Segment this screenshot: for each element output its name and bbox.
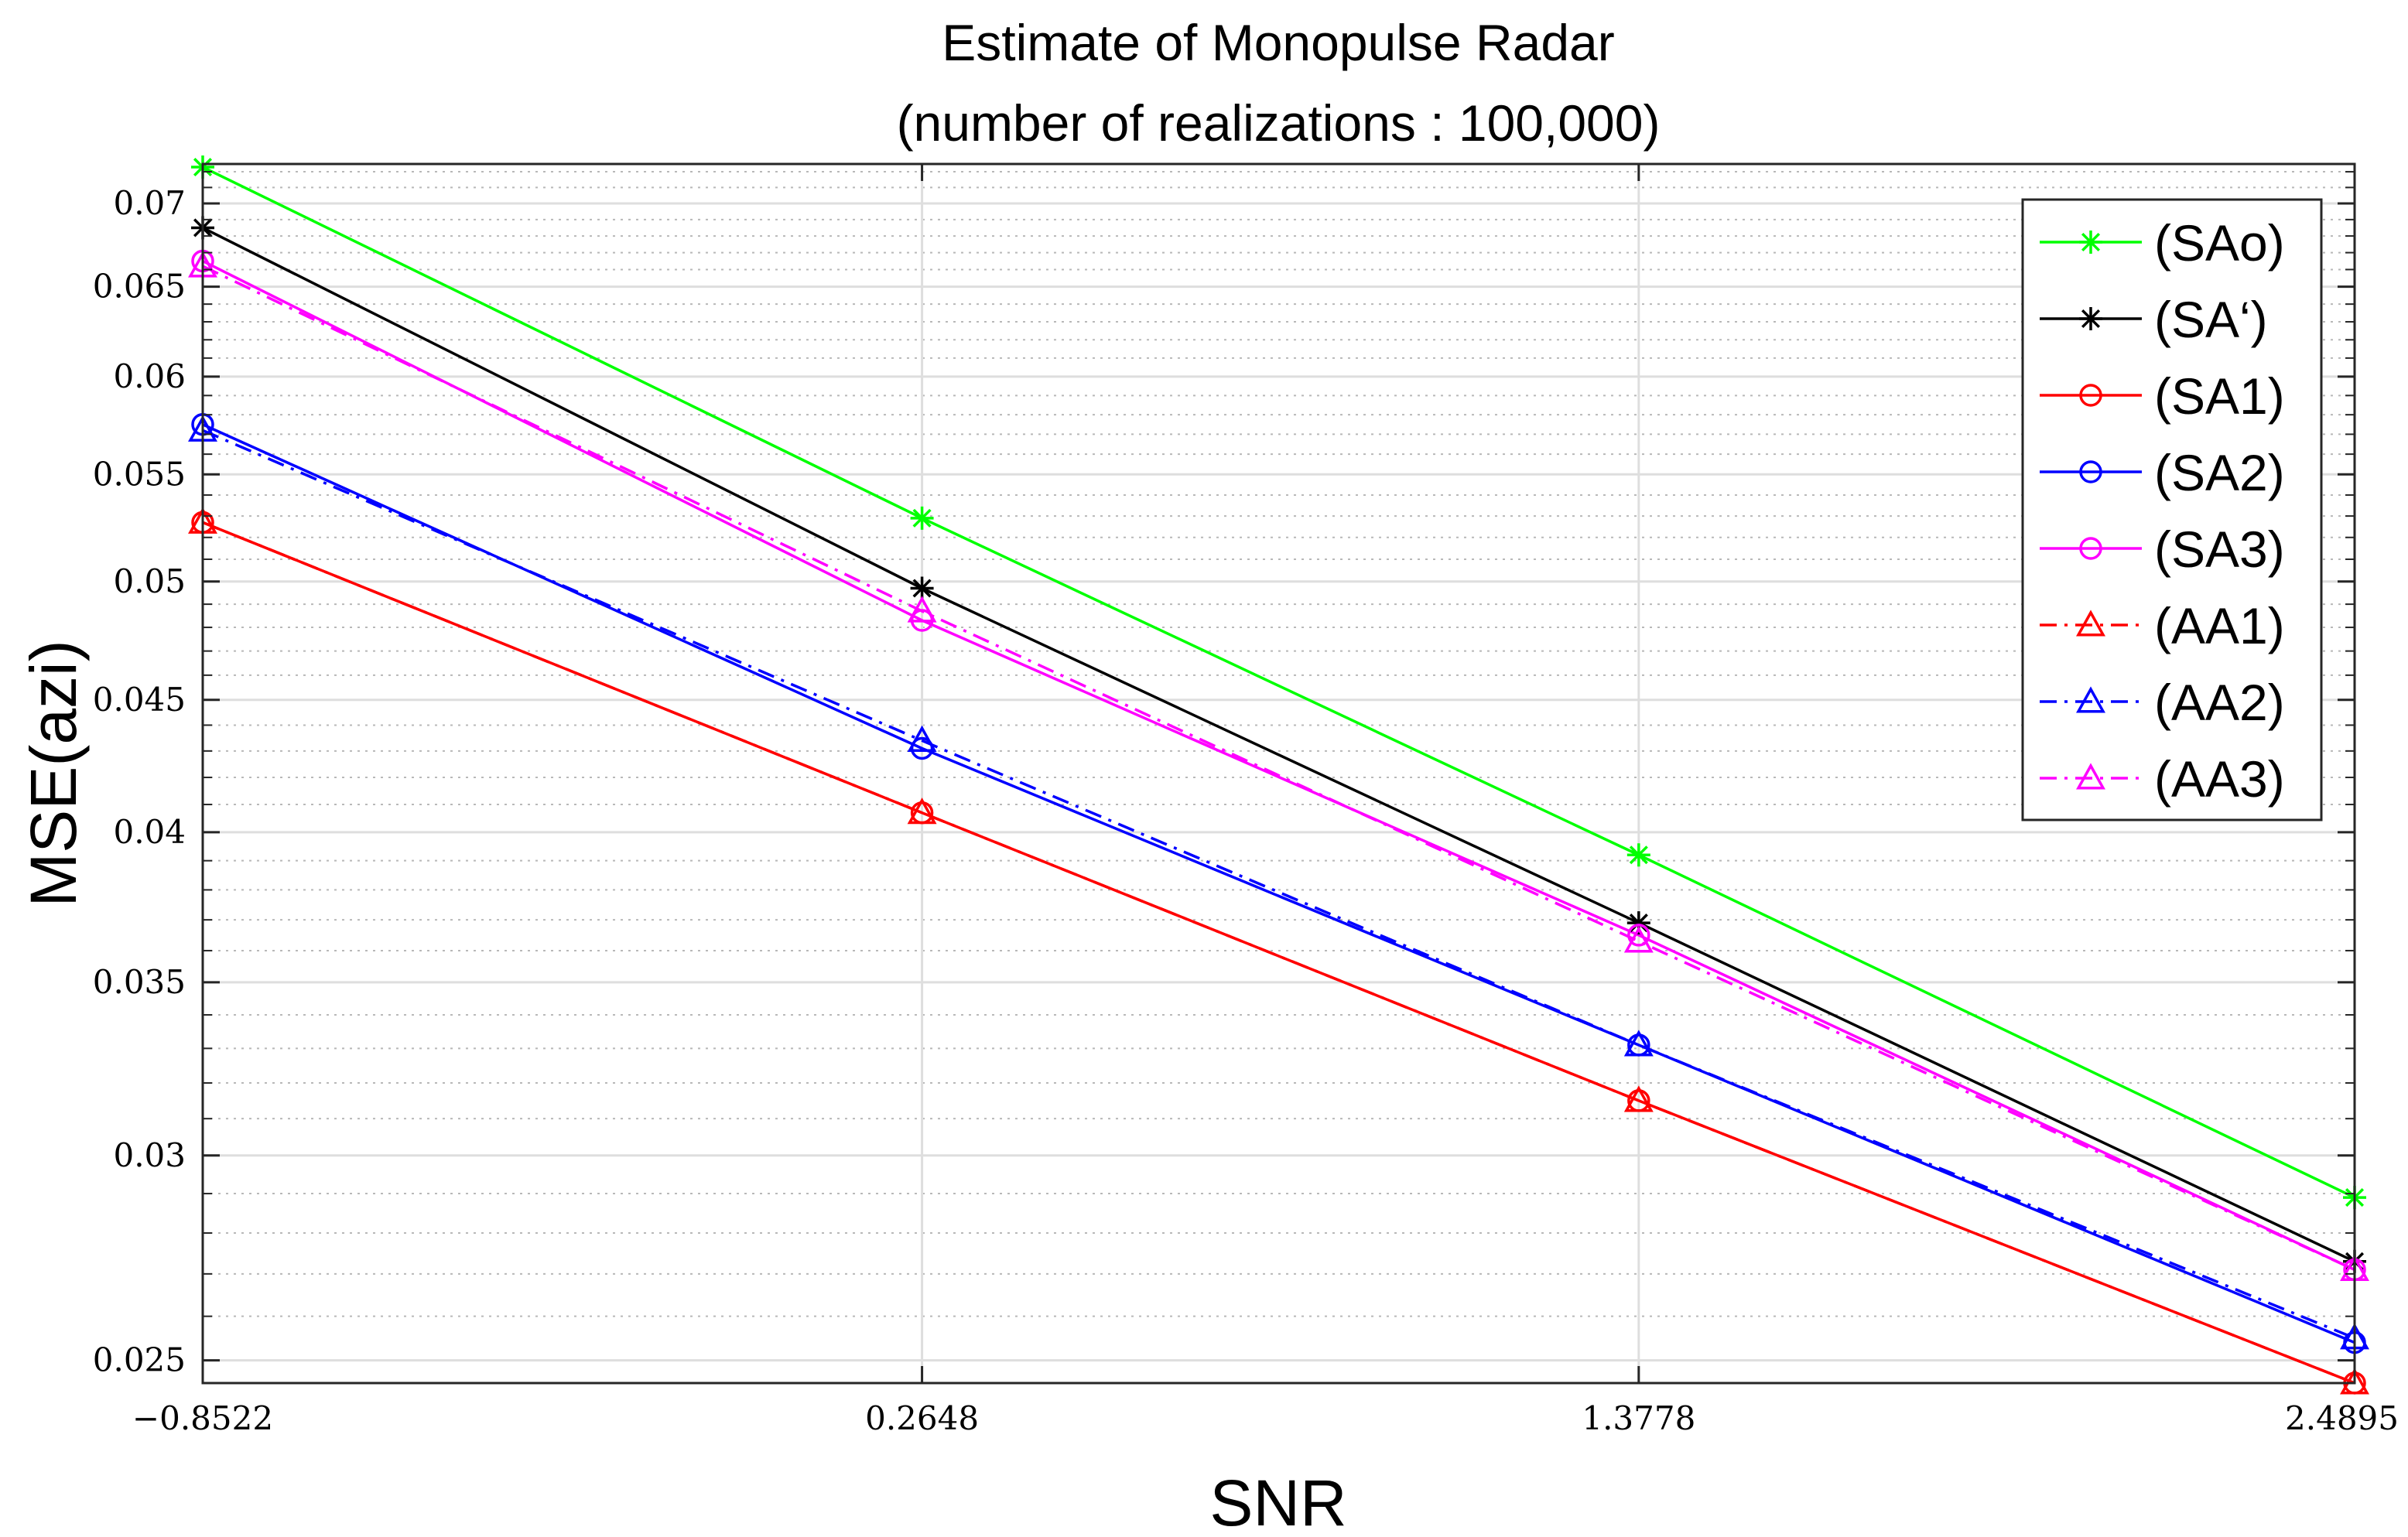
y-tick-label: 0.065 bbox=[93, 268, 186, 306]
x-axis-ticks: −0.8522 0.2648 1.3778 2.4895 bbox=[132, 164, 2399, 1437]
series-line-sa bbox=[202, 226, 2355, 1263]
data-point-sao bbox=[1626, 843, 1650, 867]
data-point-aa2 bbox=[907, 725, 937, 752]
data-point-aa1 bbox=[1623, 1085, 1654, 1112]
triangle-shape bbox=[2340, 1368, 2369, 1395]
data-point-aa3 bbox=[907, 596, 937, 623]
legend-marker-sa bbox=[2079, 307, 2102, 330]
legend-label-aa3: (AA3) bbox=[2154, 750, 2285, 808]
x-tick-label: 1.3778 bbox=[1582, 1399, 1695, 1437]
chart-title-line1: Estimate of Monopulse Radar bbox=[942, 14, 1614, 71]
legend-label-sa3: (SA3) bbox=[2154, 521, 2285, 578]
series-lines bbox=[202, 166, 2355, 1385]
y-tick-label: 0.025 bbox=[93, 1341, 186, 1379]
circle-shape bbox=[1627, 924, 1650, 947]
data-point-aa1 bbox=[2340, 1368, 2369, 1395]
legend: (SAo) (SA‘) (SA1) (SA2) (SA3) (AA1) (AA2) (AA3) bbox=[2021, 198, 2323, 821]
triangle-shape bbox=[1623, 926, 1654, 953]
data-point-aa3 bbox=[1623, 926, 1654, 953]
data-point-aa2 bbox=[1623, 1030, 1654, 1057]
legend-marker-aa2 bbox=[2076, 686, 2105, 713]
legend-label-aa2: (AA2) bbox=[2154, 674, 2285, 731]
triangle-shape bbox=[1623, 1085, 1654, 1112]
y-tick-label: 0.04 bbox=[113, 813, 186, 851]
star-stroke bbox=[1629, 914, 1648, 933]
y-tick-label: 0.05 bbox=[113, 562, 186, 600]
legend-marker-aa3 bbox=[2076, 763, 2105, 790]
legend-label-sao: (SAo) bbox=[2154, 214, 2285, 272]
series-line-aa2 bbox=[202, 429, 2355, 1340]
legend-box bbox=[2021, 198, 2323, 821]
triangle-shape bbox=[2076, 610, 2105, 637]
x-tick-label: 2.4895 bbox=[2285, 1399, 2399, 1437]
star-stroke bbox=[912, 508, 932, 528]
legend-marker-sa2 bbox=[2079, 460, 2102, 483]
star-stroke bbox=[2081, 309, 2101, 329]
legend-label-sa2: (SA2) bbox=[2154, 444, 2285, 501]
y-tick-label: 0.07 bbox=[113, 184, 186, 222]
circle-shape bbox=[2079, 460, 2102, 483]
y-tick-label: 0.045 bbox=[93, 681, 186, 719]
y-tick-label: 0.035 bbox=[93, 963, 186, 1001]
triangle-shape bbox=[907, 798, 937, 825]
circle-shape bbox=[2079, 384, 2102, 407]
minor-grid bbox=[203, 171, 2355, 1317]
legend-label-sa: (SA‘) bbox=[2154, 291, 2268, 348]
y-axis-ticks: 0.025 0.03 0.035 0.04 0.045 0.05 0.055 0.06 0.06… bbox=[93, 171, 2355, 1379]
triangle-shape bbox=[907, 725, 937, 752]
triangle-shape bbox=[2076, 763, 2105, 790]
circle-shape bbox=[2079, 537, 2102, 560]
y-tick-label: 0.03 bbox=[113, 1136, 186, 1174]
data-point-aa1 bbox=[907, 798, 937, 825]
data-point-sao bbox=[910, 506, 934, 530]
data-point-sa3 bbox=[1627, 924, 1650, 947]
legend-marker-sa1 bbox=[2079, 384, 2102, 407]
series-line-aa3 bbox=[202, 265, 2355, 1272]
plot-area bbox=[203, 164, 2355, 1383]
x-tick-label: −0.8522 bbox=[132, 1399, 273, 1437]
triangle-shape bbox=[2076, 686, 2105, 713]
legend-label-aa1: (AA1) bbox=[2154, 597, 2285, 654]
star-stroke bbox=[2081, 232, 2101, 252]
series-line-sa3 bbox=[202, 259, 2355, 1272]
series-line-aa1 bbox=[202, 521, 2355, 1385]
series-line-sao bbox=[202, 166, 2355, 1199]
chart-title-line2: (number of realizations : 100,000) bbox=[897, 94, 1661, 152]
triangle-shape bbox=[907, 596, 937, 623]
y-tick-label: 0.06 bbox=[113, 357, 186, 395]
star-stroke bbox=[912, 579, 932, 598]
plot-frame bbox=[201, 162, 2356, 1385]
x-tick-label: 0.2648 bbox=[865, 1399, 979, 1437]
triangle-shape bbox=[1623, 1030, 1654, 1057]
legend-label-sa1: (SA1) bbox=[2154, 367, 2285, 425]
legend-marker-sao bbox=[2079, 231, 2102, 254]
legend-marker-sa3 bbox=[2079, 537, 2102, 560]
x-axis-label: SNR bbox=[1209, 1467, 1346, 1537]
y-tick-label: 0.055 bbox=[93, 455, 186, 493]
legend-marker-aa1 bbox=[2076, 610, 2105, 637]
y-axis-label: MSE(azi) bbox=[17, 640, 90, 907]
star-stroke bbox=[1629, 845, 1648, 865]
